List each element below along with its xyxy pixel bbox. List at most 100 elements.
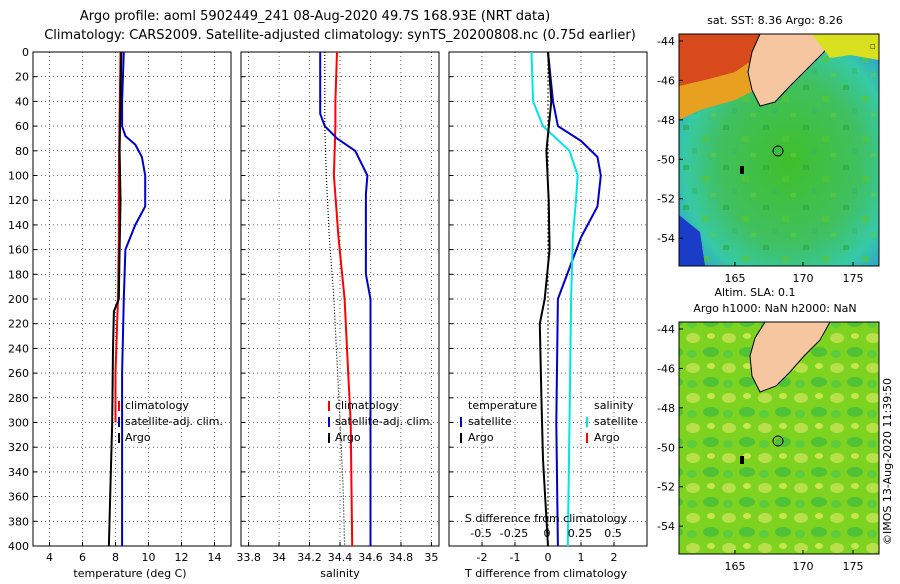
top-tick-label: -0.5 [470, 527, 491, 540]
figure-title-line2: Climatology: CARS2009. Satellite-adjuste… [44, 28, 636, 43]
series-line-satellite-adj-clim [319, 52, 372, 546]
series-line-s-satellite [530, 51, 579, 547]
y-tick-label: 320 [8, 441, 29, 454]
argo-position-marker [772, 145, 784, 157]
temperature-legend: climatology satellite-adj. clim. Argo [118, 399, 223, 444]
x-tick-label: -2 [477, 551, 488, 564]
map-y-tick-label: -44 [657, 35, 675, 48]
y-tick-label: 240 [8, 342, 29, 355]
salinity-legend: climatology satellite-adj. clim. Argo [328, 399, 433, 444]
legend-label-satellite: satellite [594, 415, 638, 428]
series-line-satellite-adj-clim [121, 51, 147, 546]
salinity-panel: 33.8 34 34.2 34.4 34.6 34.8 35 salinity climat… [236, 51, 440, 580]
x-tick-label: 0 [545, 551, 552, 564]
map-y-tick-label: -46 [657, 74, 675, 87]
x-tick-label: 33.8 [236, 551, 261, 564]
map-x-tick-label: 170 [793, 272, 814, 285]
map-y-tick-label: -52 [657, 193, 675, 206]
y-tick-label: 220 [8, 318, 29, 331]
map-y-tick-label: -52 [657, 481, 675, 494]
map-x-tick-label: 165 [725, 560, 746, 573]
y-tick-label: 40 [15, 95, 29, 108]
sst-frontal-zone [812, 34, 879, 60]
y-tick-label: 120 [8, 194, 29, 207]
x-tick-label: 14 [208, 551, 222, 564]
map-y-tick-label: -48 [657, 114, 675, 127]
imos-credit: ©IMOS 13-Aug-2020 11:39:50 [881, 378, 894, 545]
sla-map-title-line1: Altim. SLA: 0.1 [714, 286, 795, 299]
legend-label-climatology: climatology [335, 399, 399, 412]
x-tick-label: 34.6 [358, 551, 383, 564]
series-line-climatology [332, 51, 354, 547]
difference-panel: -2 -1 0 1 2 T difference from climatology S … [448, 51, 648, 580]
y-tick-label: 160 [8, 244, 29, 257]
y-tick-label: 260 [8, 367, 29, 380]
sla-map-frame [678, 321, 880, 555]
legend-label-argo: Argo [468, 431, 494, 444]
difference-top-label: S difference from climatology [465, 512, 628, 525]
y-tick-label: 380 [8, 515, 29, 528]
legend-label-satellite: satellite [468, 415, 512, 428]
x-tick-label: 34.8 [389, 551, 414, 564]
y-tick-label: 360 [8, 491, 29, 504]
argo-position-marker [772, 435, 784, 447]
map-y-tick-label: -46 [657, 362, 675, 375]
temperature-panel: 0 20 40 60 80 100 120 140 160 180 200 220 240 260 280 3… [8, 46, 232, 580]
x-tick-label: 35 [424, 551, 438, 564]
y-tick-label: 60 [15, 120, 29, 133]
x-tick-label: 34.4 [328, 551, 353, 564]
sst-hot-zone [679, 34, 775, 86]
top-tick-label: 0.5 [604, 527, 622, 540]
x-tick-label: 34 [272, 551, 286, 564]
series-line-argo [324, 52, 346, 547]
sla-map: Altim. SLA: 0.1 Argo h1000: NaN h2000: N… [657, 286, 880, 573]
y-tick-label: 140 [8, 219, 29, 232]
legend-title-salinity: salinity [594, 399, 634, 412]
series-line-argo [538, 51, 553, 547]
map-y-tick-label: -50 [657, 153, 675, 166]
y-tick-label: 100 [8, 170, 29, 183]
map-y-tick-label: -54 [657, 520, 675, 533]
sst-map-frame [678, 33, 880, 267]
sst-cool-corner [679, 215, 705, 266]
difference-legend-temperature: temperature satellite Argo [460, 399, 537, 444]
y-tick-label: 200 [8, 293, 29, 306]
x-tick-label: 12 [175, 551, 189, 564]
top-tick-label: 0.25 [568, 527, 593, 540]
x-tick-label: -1 [510, 551, 521, 564]
sla-map-title-line2: Argo h1000: NaN h2000: NaN [693, 302, 856, 315]
sst-map-title: sat. SST: 8.36 Argo: 8.26 [707, 14, 843, 27]
sst-argo-marker: □ [870, 43, 876, 50]
y-tick-label: 0 [22, 46, 29, 59]
difference-top-ticks: -0.5 -0.25 0 0.25 0.5 [470, 527, 621, 540]
sst-map: sat. SST: 8.36 Argo: 8.26 □ -44 -46 -48 -50… [657, 14, 880, 285]
legend-label-argo: Argo [125, 431, 151, 444]
sst-island [740, 166, 744, 174]
y-tick-label: 300 [8, 417, 29, 430]
x-tick-label: 34.2 [297, 551, 322, 564]
series-line-t-satellite [547, 51, 602, 547]
y-tick-label: 400 [8, 540, 29, 553]
map-x-tick-label: 165 [725, 272, 746, 285]
top-tick-label: -0.25 [500, 527, 528, 540]
y-tick-label: 280 [8, 392, 29, 405]
legend-label-argo: Argo [594, 431, 620, 444]
map-y-tick-label: -44 [657, 323, 675, 336]
y-tick-label: 80 [15, 145, 29, 158]
top-tick-label: 0 [544, 527, 551, 540]
x-tick-label: 8 [112, 551, 119, 564]
x-tick-label: 10 [142, 551, 156, 564]
legend-title-temperature: temperature [468, 399, 537, 412]
map-x-tick-label: 170 [793, 560, 814, 573]
figure-title-line1: Argo profile: aoml 5902449_241 08-Aug-20… [80, 9, 550, 24]
series-line-argo [107, 51, 123, 547]
salinity-xlabel: salinity [320, 567, 360, 580]
y-tick-label: 340 [8, 466, 29, 479]
legend-label-satellite: satellite-adj. clim. [125, 415, 223, 428]
legend-label-satellite: satellite-adj. clim. [335, 415, 433, 428]
difference-legend-salinity: salinity satellite Argo [586, 399, 638, 444]
x-tick-label: 4 [46, 551, 53, 564]
legend-label-argo: Argo [335, 431, 361, 444]
y-tick-label: 180 [8, 268, 29, 281]
